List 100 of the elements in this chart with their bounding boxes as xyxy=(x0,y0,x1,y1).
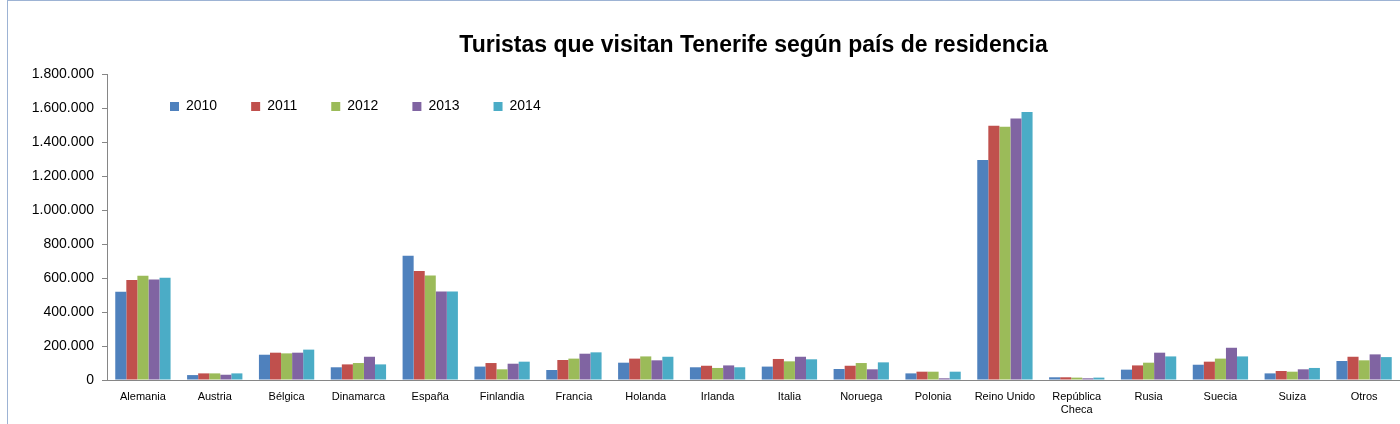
bar xyxy=(402,255,414,380)
bar xyxy=(1369,354,1381,380)
y-tick-label: 0 xyxy=(86,370,95,387)
bar xyxy=(988,125,1000,380)
bar xyxy=(1275,371,1287,380)
y-tick-label: 200.000 xyxy=(43,336,95,353)
x-tick-label: Rusia xyxy=(1134,389,1164,402)
bar xyxy=(618,362,630,380)
bar xyxy=(352,363,364,380)
bar xyxy=(187,375,199,380)
bar xyxy=(557,359,569,380)
bar xyxy=(877,362,889,380)
bar xyxy=(1380,357,1392,380)
x-tick-label: Francia xyxy=(555,389,594,402)
bar xyxy=(844,365,856,380)
bar xyxy=(772,358,784,380)
bar xyxy=(281,353,293,380)
bar xyxy=(485,363,497,380)
bar xyxy=(783,361,795,380)
legend-label: 2013 xyxy=(428,97,460,114)
bar xyxy=(546,369,558,380)
bar xyxy=(209,373,221,380)
bar xyxy=(927,371,939,380)
bar xyxy=(474,366,486,380)
bar xyxy=(424,275,436,380)
bar xyxy=(916,371,928,380)
x-tick-label: República Checa xyxy=(1052,389,1103,415)
bar xyxy=(866,369,878,380)
bar xyxy=(363,356,376,380)
bar xyxy=(1225,347,1238,380)
bar xyxy=(159,277,171,380)
bar xyxy=(507,363,519,380)
legend-label: 2010 xyxy=(186,97,218,114)
bar xyxy=(269,352,282,380)
x-tick-label: Suecia xyxy=(1203,389,1239,402)
bar xyxy=(1214,358,1226,380)
y-tick-label: 1.400.000 xyxy=(31,133,95,150)
bar xyxy=(258,354,270,380)
y-tick-label: 1.000.000 xyxy=(31,201,95,218)
bar xyxy=(1154,352,1166,380)
bar xyxy=(496,369,508,380)
bar xyxy=(375,364,387,380)
x-tick-label: Austria xyxy=(197,389,233,402)
bar xyxy=(198,373,210,380)
x-tick-label: Holanda xyxy=(625,389,668,402)
bar xyxy=(1347,356,1359,380)
bar xyxy=(1010,118,1022,380)
x-tick-label: Polonia xyxy=(914,389,953,402)
bar xyxy=(115,291,127,380)
x-tick-label: Irlanda xyxy=(700,389,736,402)
bar xyxy=(220,374,232,380)
bar xyxy=(1021,111,1033,380)
bar xyxy=(794,356,807,380)
x-tick-label: Noruega xyxy=(840,389,884,402)
bar xyxy=(977,160,989,380)
bar xyxy=(640,356,652,380)
bar xyxy=(435,291,447,380)
bar xyxy=(1358,360,1370,380)
bar xyxy=(1131,365,1144,380)
x-tick-label: Reino Unido xyxy=(974,389,1036,402)
y-tick-label: 400.000 xyxy=(43,302,95,319)
bar xyxy=(712,367,724,380)
legend-label: 2014 xyxy=(509,97,541,114)
bar xyxy=(413,271,425,380)
bar xyxy=(292,352,304,380)
bar xyxy=(303,349,315,380)
bar xyxy=(330,367,342,380)
bar xyxy=(806,359,818,380)
bar xyxy=(999,126,1011,380)
bar xyxy=(905,373,917,380)
bar xyxy=(1192,364,1204,380)
bar xyxy=(1297,369,1309,380)
bar xyxy=(651,360,663,380)
bar xyxy=(855,363,867,380)
x-tick-label: Bélgica xyxy=(268,389,306,402)
bar xyxy=(579,353,591,380)
bar xyxy=(341,364,353,380)
x-tick-label: Italia xyxy=(777,389,802,402)
bar xyxy=(1203,361,1215,380)
bar xyxy=(446,291,458,380)
bar xyxy=(1237,356,1249,380)
bar xyxy=(689,367,701,380)
bar xyxy=(700,365,713,380)
bar xyxy=(662,356,674,380)
bar xyxy=(568,358,580,380)
y-tick-label: 1.200.000 xyxy=(31,167,95,184)
bar xyxy=(231,373,243,380)
y-tick-label: 1.800.000 xyxy=(31,65,95,82)
x-tick-label: Otros xyxy=(1350,389,1379,402)
bar xyxy=(949,371,961,380)
legend-label: 2012 xyxy=(347,97,379,114)
bar xyxy=(1264,373,1276,380)
x-tick-label: Alemania xyxy=(119,389,167,402)
bar xyxy=(1143,362,1155,380)
bar xyxy=(1336,361,1348,380)
bar xyxy=(723,365,735,380)
bar xyxy=(833,368,845,380)
bar xyxy=(518,361,530,380)
legend-label: 2011 xyxy=(267,97,298,114)
bar xyxy=(1308,367,1320,380)
